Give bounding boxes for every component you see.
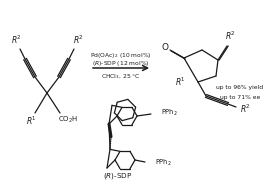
- Text: Pd(OAc)$_2$ (10 mol%): Pd(OAc)$_2$ (10 mol%): [90, 51, 152, 59]
- Text: PPh$_2$: PPh$_2$: [161, 108, 178, 118]
- Text: ($\it{R}$)-SDP (12 mol%): ($\it{R}$)-SDP (12 mol%): [92, 58, 150, 67]
- Text: PPh$_2$: PPh$_2$: [155, 158, 172, 168]
- Text: R$^1$: R$^1$: [175, 76, 185, 88]
- Text: up to 71% ee: up to 71% ee: [220, 95, 260, 99]
- Text: up to 96% yield: up to 96% yield: [216, 86, 264, 90]
- Text: R$^2$: R$^2$: [11, 34, 21, 46]
- Text: CHCl$_3$, 25 $\degree$C: CHCl$_3$, 25 $\degree$C: [101, 73, 141, 81]
- Text: R$^2$: R$^2$: [240, 103, 250, 115]
- Text: O: O: [161, 42, 169, 52]
- Text: CO$_2$H: CO$_2$H: [58, 115, 78, 125]
- Text: R$^1$: R$^1$: [26, 115, 36, 127]
- Text: R$^2$: R$^2$: [225, 30, 235, 42]
- Text: ($\it{R}$)-SDP: ($\it{R}$)-SDP: [103, 171, 133, 181]
- Text: R$^2$: R$^2$: [73, 34, 83, 46]
